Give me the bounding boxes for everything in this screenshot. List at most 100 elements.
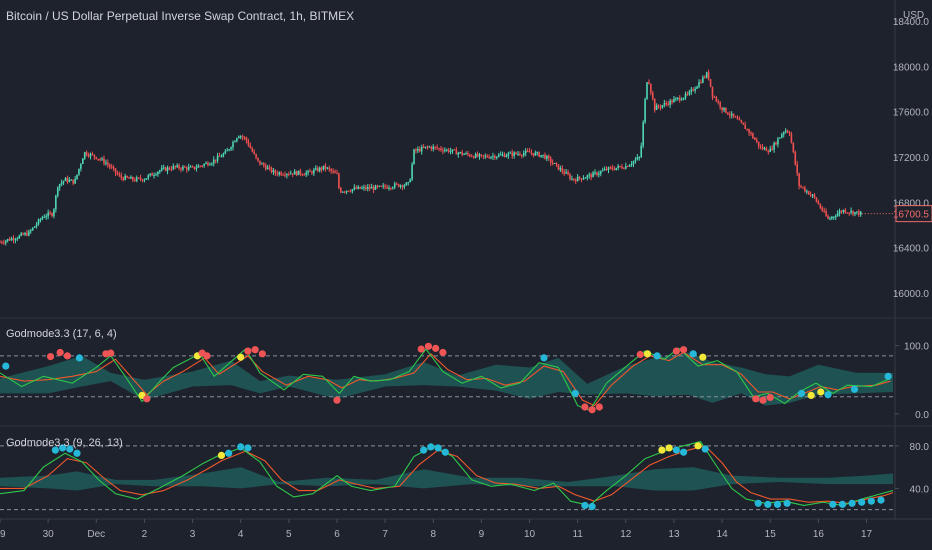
price-tick-label: 16800.0: [893, 198, 930, 209]
candle-body: [20, 233, 22, 236]
candle-body: [116, 172, 119, 175]
signal-dot: [66, 445, 74, 453]
candle-body: [657, 105, 660, 107]
indicator-histogram: [0, 467, 893, 491]
candle-body: [83, 152, 86, 159]
signal-dot: [838, 500, 847, 508]
candle-body: [316, 168, 319, 172]
candle-body: [1, 242, 3, 244]
candle-body: [592, 172, 594, 178]
candle-body: [715, 97, 718, 102]
candle-body: [195, 167, 198, 169]
signal-dot: [807, 391, 815, 400]
signal-dot: [679, 448, 688, 456]
signal-dot: [829, 500, 837, 508]
signal-dot: [581, 501, 589, 510]
signal-dot: [877, 496, 885, 504]
candle-body: [151, 173, 153, 176]
time-tick-label: 15: [765, 529, 777, 540]
candle-body: [74, 178, 76, 184]
time-tick-label: 8: [430, 529, 436, 540]
signal-dot: [432, 344, 440, 352]
candle-body: [289, 173, 292, 175]
candle-body: [282, 174, 284, 176]
candle-body: [696, 86, 698, 89]
time-tick-label: 29: [0, 529, 6, 540]
candle-body: [713, 96, 716, 98]
candle-body: [757, 141, 760, 147]
candle-body: [488, 157, 490, 159]
candle-body: [642, 122, 644, 146]
signal-dot: [107, 349, 115, 357]
candle-body: [496, 156, 498, 158]
candle-body: [318, 167, 321, 172]
candle-body: [291, 173, 294, 175]
candle-body: [744, 124, 747, 130]
candle-body: [311, 171, 313, 174]
candle-body: [834, 216, 837, 218]
candle-body: [492, 155, 494, 157]
indicator-tick-label: 100.0: [904, 342, 929, 353]
candle-body: [309, 170, 311, 172]
candle-body: [626, 165, 629, 167]
candle-body: [388, 187, 390, 189]
signal-dot: [764, 500, 772, 508]
candle-body: [359, 186, 361, 189]
signal-dot: [679, 346, 688, 354]
signal-dot: [251, 346, 259, 354]
candle-body: [268, 167, 271, 169]
candle-body: [515, 152, 517, 154]
candle-body: [332, 171, 334, 173]
candle-body: [798, 173, 800, 186]
candle-body: [563, 171, 566, 174]
candle-body: [686, 93, 689, 95]
candle-body: [746, 129, 748, 131]
signal-dot: [203, 352, 211, 360]
candle-body: [299, 170, 302, 175]
candle-body: [667, 103, 669, 105]
candle-body: [107, 162, 109, 165]
candle-body: [709, 79, 712, 87]
candle-body: [393, 183, 396, 188]
candle-body: [133, 179, 136, 181]
candle-body: [457, 152, 460, 155]
candle-body: [340, 187, 342, 193]
candle-body: [444, 150, 446, 152]
candle-body: [574, 180, 577, 182]
signal-dot: [773, 500, 782, 508]
signal-dot: [759, 396, 767, 404]
candle-body: [33, 226, 36, 228]
candle-body: [836, 213, 839, 217]
candle-body: [755, 139, 758, 142]
candle-body: [395, 183, 398, 185]
candle-body: [297, 170, 300, 176]
candle-body: [205, 162, 207, 164]
candle-body: [334, 171, 336, 174]
candle-body: [680, 99, 683, 101]
signal-dot: [73, 449, 81, 457]
candle-body: [58, 184, 61, 188]
candle-body: [771, 148, 773, 150]
candle-body: [559, 168, 562, 170]
signal-dot: [244, 347, 252, 355]
candle-body: [827, 215, 829, 219]
candle-body: [719, 102, 721, 108]
signal-dot: [653, 352, 661, 360]
candle-body: [193, 166, 196, 169]
candle-body: [513, 152, 515, 156]
signal-dot: [417, 345, 425, 353]
candle-body: [476, 153, 479, 157]
candle-body: [659, 106, 662, 108]
candle-body: [376, 185, 379, 187]
candle-body: [796, 164, 799, 174]
signal-dot: [333, 396, 341, 404]
candle-body: [53, 209, 55, 217]
candle-body: [811, 194, 814, 196]
candle-body: [648, 82, 650, 85]
orange-signal-line: [0, 445, 894, 504]
candle-body: [584, 177, 587, 179]
signal-dot: [51, 446, 59, 454]
candle-body: [417, 148, 419, 151]
candle-body: [636, 157, 639, 160]
candle-body: [442, 149, 444, 152]
